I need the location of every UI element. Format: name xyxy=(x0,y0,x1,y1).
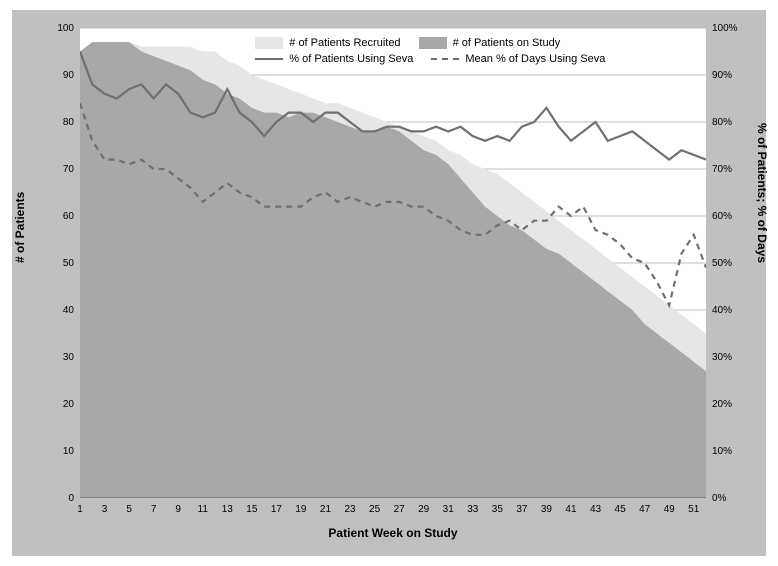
tick-label: 80 xyxy=(63,117,74,128)
legend-line xyxy=(255,58,283,60)
legend-label: % of Patients Using Seva xyxy=(289,53,413,65)
tick-label: 51 xyxy=(688,504,699,515)
legend: # of Patients Recruited # of Patients on … xyxy=(255,37,681,69)
tick-label: 47 xyxy=(639,504,650,515)
tick-label: 100% xyxy=(712,23,738,34)
tick-label: 11 xyxy=(198,504,208,515)
chart-svg xyxy=(80,28,706,498)
tick-label: 27 xyxy=(394,504,405,515)
tick-label: 21 xyxy=(320,504,331,515)
tick-label: 23 xyxy=(344,504,355,515)
tick-label: 43 xyxy=(590,504,601,515)
plot-area: # of Patients Recruited # of Patients on … xyxy=(80,28,706,498)
tick-label: 13 xyxy=(222,504,233,515)
y-left-axis-label: # of Patients xyxy=(13,192,27,263)
tick-label: 0 xyxy=(68,493,74,504)
legend-item: Mean % of Days Using Seva xyxy=(431,53,605,65)
legend-swatch xyxy=(419,37,447,49)
tick-label: 5 xyxy=(126,504,132,515)
tick-label: 20% xyxy=(712,399,732,410)
tick-label: 10% xyxy=(712,446,732,457)
tick-label: 45 xyxy=(615,504,626,515)
tick-label: 50 xyxy=(63,258,74,269)
tick-label: 30 xyxy=(63,352,74,363)
tick-label: 7 xyxy=(151,504,157,515)
tick-label: 9 xyxy=(175,504,181,515)
legend-item: % of Patients Using Seva xyxy=(255,53,413,65)
tick-label: 10 xyxy=(63,446,74,457)
tick-label: 3 xyxy=(102,504,108,515)
y-right-axis-label: % of Patients; % of Days xyxy=(755,123,769,263)
tick-label: 90% xyxy=(712,70,732,81)
tick-label: 70% xyxy=(712,164,732,175)
tick-label: 30% xyxy=(712,352,732,363)
tick-label: 100 xyxy=(57,23,74,34)
tick-label: 33 xyxy=(467,504,478,515)
tick-label: 37 xyxy=(516,504,527,515)
tick-label: 60% xyxy=(712,211,732,222)
tick-label: 17 xyxy=(271,504,282,515)
legend-label: # of Patients Recruited xyxy=(289,37,400,49)
legend-item: # of Patients Recruited xyxy=(255,37,400,49)
chart-frame: # of Patients Recruited # of Patients on … xyxy=(12,10,766,556)
tick-label: 50% xyxy=(712,258,732,269)
tick-label: 29 xyxy=(418,504,429,515)
legend-line xyxy=(431,58,459,60)
tick-label: 15 xyxy=(246,504,257,515)
tick-label: 19 xyxy=(295,504,306,515)
tick-label: 49 xyxy=(664,504,675,515)
tick-label: 40% xyxy=(712,305,732,316)
x-axis-label: Patient Week on Study xyxy=(328,526,457,540)
tick-label: 20 xyxy=(63,399,74,410)
tick-label: 35 xyxy=(492,504,503,515)
tick-label: 31 xyxy=(443,504,454,515)
tick-label: 40 xyxy=(63,305,74,316)
tick-label: 90 xyxy=(63,70,74,81)
tick-label: 80% xyxy=(712,117,732,128)
tick-label: 25 xyxy=(369,504,380,515)
legend-item: # of Patients on Study xyxy=(419,37,561,49)
tick-label: 60 xyxy=(63,211,74,222)
tick-label: 41 xyxy=(565,504,576,515)
legend-label: # of Patients on Study xyxy=(453,37,561,49)
tick-label: 70 xyxy=(63,164,74,175)
tick-label: 1 xyxy=(77,504,83,515)
tick-label: 0% xyxy=(712,493,726,504)
legend-label: Mean % of Days Using Seva xyxy=(465,53,605,65)
legend-swatch xyxy=(255,37,283,49)
tick-label: 39 xyxy=(541,504,552,515)
